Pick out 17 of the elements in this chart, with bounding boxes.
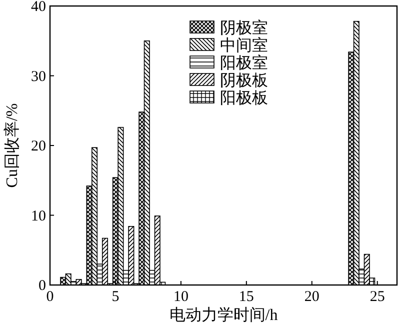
x-tick-label: 20 (304, 289, 320, 305)
y-tick-label: 40 (31, 0, 46, 15)
x-axis-title: 电动力学时间/h (169, 306, 278, 324)
y-axis-title: Cu回收率/% (3, 103, 21, 188)
x-tick-label: 10 (173, 289, 188, 305)
legend-label: 阴极板 (220, 72, 268, 90)
x-tick-label: 25 (370, 289, 385, 305)
y-tick-label: 30 (31, 68, 46, 85)
legend-label: 中间室 (220, 36, 268, 54)
y-tick-label: 20 (31, 138, 46, 154)
y-tick-label: 0 (38, 278, 46, 294)
x-tick-label: 5 (112, 289, 120, 305)
y-tick-label: 10 (31, 208, 46, 224)
legend-label: 阳极板 (220, 90, 268, 107)
x-tick-label: 15 (238, 289, 254, 305)
legend-label: 阴极室 (220, 19, 268, 37)
legend-label: 阳极室 (220, 54, 268, 72)
